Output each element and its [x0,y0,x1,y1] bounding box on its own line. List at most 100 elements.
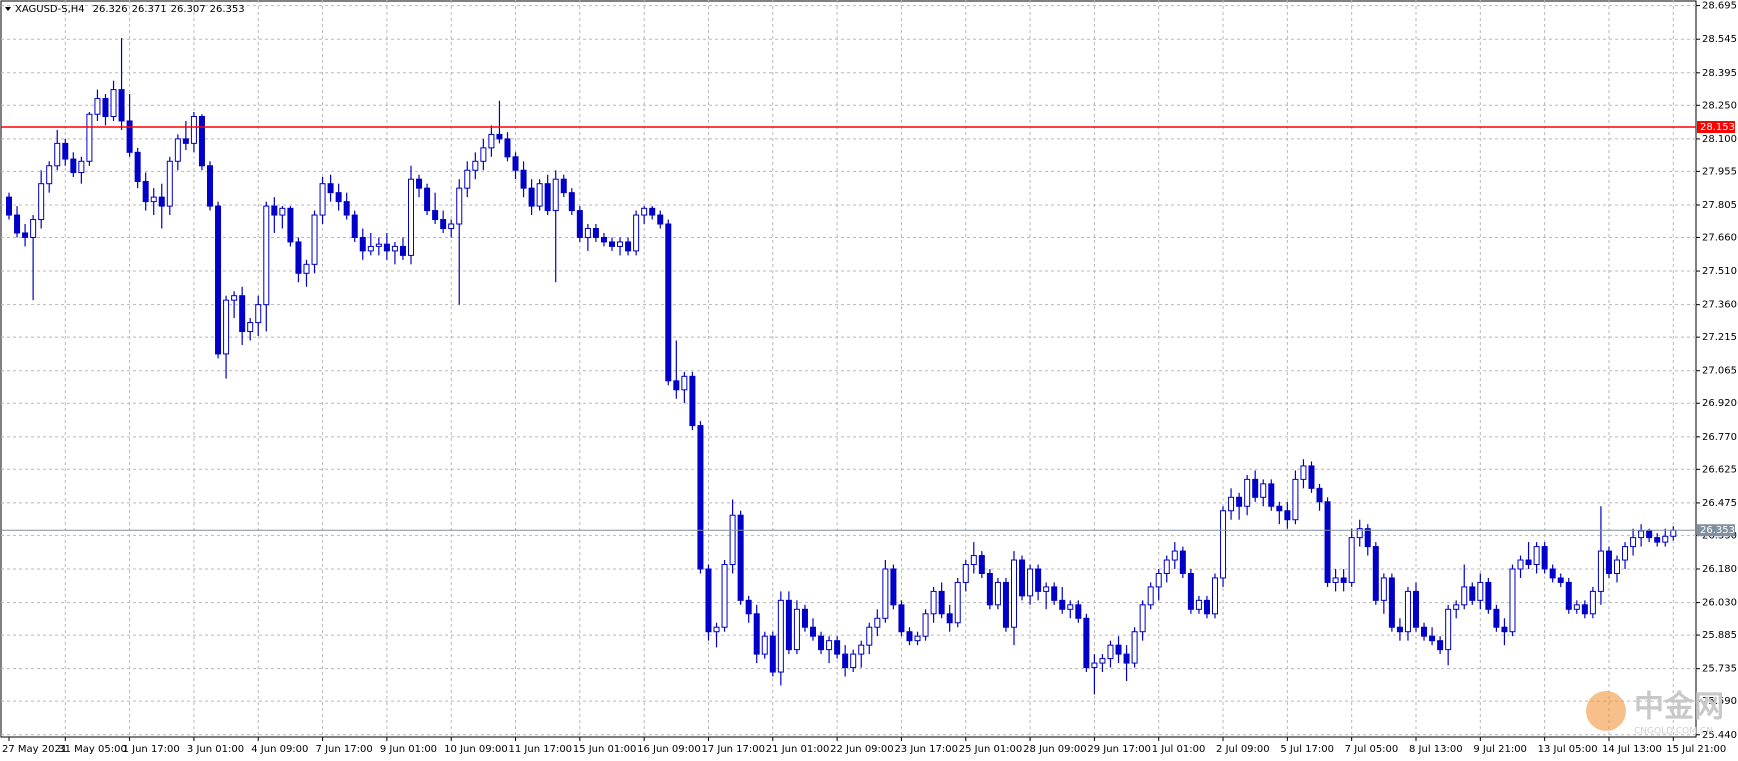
candle-body [448,223,455,229]
candle-body [1453,604,1460,610]
candle-body [134,151,141,182]
x-tick-label: 21 Jun 01:00 [766,744,830,755]
candle-body [174,138,181,162]
candle-body [1501,626,1508,633]
x-tick-label: 10 Jun 09:00 [444,744,508,755]
candle-body [102,98,109,117]
candle-body [858,644,865,655]
candle-body [367,245,374,252]
x-tick-label: 2 Jul 09:00 [1216,744,1270,755]
candle-body [681,375,688,391]
candle-body [1364,528,1371,548]
candle-body [850,653,857,669]
candle-body [327,183,334,194]
candle-body [1589,590,1596,615]
candle-body [1002,581,1009,628]
candle-body [38,183,45,221]
candle-body [1284,510,1291,521]
candle-body [1059,599,1066,610]
candle-body [810,626,816,637]
candle-body [182,138,189,144]
candle-body [1011,559,1017,628]
candle-body [1493,608,1500,628]
y-tick-label: 27.510 [1702,266,1737,277]
candle-body [1525,559,1532,566]
candle-body [1300,465,1307,480]
candle-body [1372,546,1379,601]
y-tick-label: 26.030 [1702,598,1737,609]
candle-body [1212,577,1218,615]
candle-body [239,295,246,333]
candle-body [118,89,125,122]
candle-body [617,241,624,247]
candle-body [504,138,511,158]
candle-body [142,180,149,203]
candle-body [1019,559,1026,597]
candle-body [1083,617,1090,669]
y-tick-label: 26.920 [1702,398,1737,409]
y-tick-label: 28.100 [1702,134,1737,145]
candle-body [1630,537,1637,548]
candle-body [906,631,913,642]
candle-body [1308,465,1315,489]
candle-body [657,214,664,225]
candle-body [874,617,881,628]
x-tick-label: 1 Jun 17:00 [123,744,180,755]
candle-body [986,572,993,606]
candle-body [319,183,326,216]
candle-body [255,304,262,324]
candle-body [954,581,961,624]
candle-body [263,205,270,306]
candle-body [1220,510,1227,579]
candle-body [1203,599,1210,615]
x-tick-label: 29 Jun 17:00 [1087,744,1151,755]
close-value: 26.353 [210,4,245,15]
candle-body [279,207,286,216]
candle-body [464,169,471,189]
candle-body [207,165,213,207]
candle-body [713,626,720,633]
candle-body [1324,501,1331,583]
candle-body [351,214,358,238]
x-tick-label: 15 Jul 21:00 [1666,744,1726,755]
candle-body [576,210,583,238]
candle-body [761,635,768,655]
price-label: 28.153 [1700,122,1735,133]
candle-body [126,120,133,153]
candle-body [641,207,648,216]
candle-body [1597,550,1604,592]
candle-body [1517,559,1524,570]
candle-body [311,214,318,265]
candle-body [1509,568,1516,633]
x-tick-label: 31 May 05:00 [58,744,127,755]
candle-body [1107,644,1114,660]
y-tick-label: 27.215 [1702,332,1737,343]
candle-body [785,599,792,651]
candle-body [215,205,222,355]
candle-body [633,214,640,252]
candle-body [801,608,808,628]
candle-body [898,604,905,633]
candle-body [512,156,519,171]
candle-body [335,192,342,203]
candle-body [1075,604,1082,619]
candle-body [158,196,165,207]
candle-body [1340,577,1347,583]
candle-body [1421,626,1428,637]
y-tick-label: 28.250 [1702,100,1737,111]
y-tick-label: 27.805 [1702,200,1737,211]
watermark-text: 中金网 [1634,690,1724,725]
candle-body [416,178,423,189]
menu-icon[interactable] [5,7,11,11]
candle-body [383,243,390,252]
x-tick-label: 28 Jun 09:00 [1023,744,1087,755]
candle-body [1163,559,1170,574]
candle-body [914,635,921,642]
candle-body [592,227,599,238]
candle-body [1244,478,1251,507]
candle-body [520,169,527,189]
x-tick-label: 7 Jun 17:00 [316,744,373,755]
candle-body [86,113,93,162]
candle-body [94,98,101,115]
candle-body [826,640,833,651]
